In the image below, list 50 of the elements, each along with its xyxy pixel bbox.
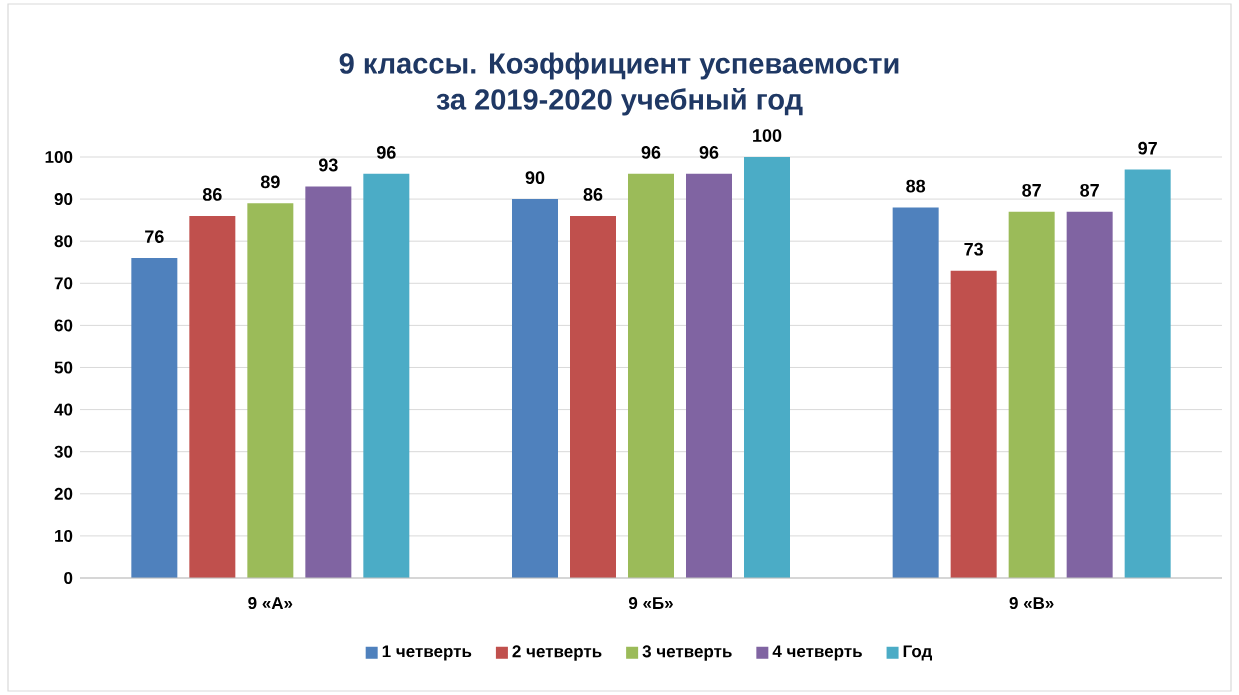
y-tick-label: 20 xyxy=(54,487,73,500)
data-label: 96 xyxy=(641,146,661,159)
bar xyxy=(744,156,790,578)
y-tick-label: 100 xyxy=(45,150,73,163)
data-label: 97 xyxy=(1138,141,1157,155)
legend-label: 1 четверть xyxy=(382,645,472,661)
data-label: 87 xyxy=(1080,183,1099,197)
bar xyxy=(131,258,178,578)
data-label: 86 xyxy=(202,188,222,201)
data-label: 87 xyxy=(1022,183,1041,197)
data-label: 88 xyxy=(906,179,926,193)
x-tick-label: 9 «А» xyxy=(248,597,293,610)
y-tick-label: 60 xyxy=(54,319,73,332)
data-label: 96 xyxy=(699,146,719,159)
y-tick-label: 30 xyxy=(54,445,73,458)
bar xyxy=(189,215,236,578)
x-tick-label: 9 «Б» xyxy=(628,597,673,610)
y-tick-label: 0 xyxy=(64,571,73,584)
y-tick-label: 10 xyxy=(55,529,73,542)
bar xyxy=(512,199,558,578)
bar xyxy=(686,173,732,578)
bar xyxy=(305,186,352,578)
legend-label: 3 четверть xyxy=(642,645,732,661)
data-label: 93 xyxy=(318,158,338,172)
data-label: 86 xyxy=(583,188,603,201)
bar xyxy=(247,203,294,578)
data-label: 90 xyxy=(525,171,545,185)
y-tick-label: 50 xyxy=(54,361,73,374)
y-tick-label: 90 xyxy=(54,193,73,206)
bar xyxy=(892,207,939,578)
x-tick-label: 9 «В» xyxy=(1009,597,1054,610)
bar xyxy=(1066,211,1113,578)
legend-label: Год xyxy=(903,645,933,661)
bar xyxy=(1008,211,1055,578)
y-tick-label: 80 xyxy=(54,235,73,248)
y-tick-label: 40 xyxy=(54,403,73,416)
bar xyxy=(570,215,616,578)
bar xyxy=(1124,169,1171,578)
data-label: 73 xyxy=(964,242,984,256)
data-label: 96 xyxy=(376,146,396,159)
bar xyxy=(628,173,674,578)
data-label: 89 xyxy=(260,175,280,189)
y-tick-label: 70 xyxy=(54,277,73,290)
chart-title: 9 классы. Коэффициент успеваемости за 2019-2020 учебный год xyxy=(339,52,899,116)
data-label: 100 xyxy=(753,129,782,142)
legend-label: 4 четверть xyxy=(772,645,862,661)
bar xyxy=(363,173,410,578)
data-label: 76 xyxy=(145,230,164,243)
legend-label: 2 четверть xyxy=(512,645,602,661)
bar xyxy=(950,270,997,578)
